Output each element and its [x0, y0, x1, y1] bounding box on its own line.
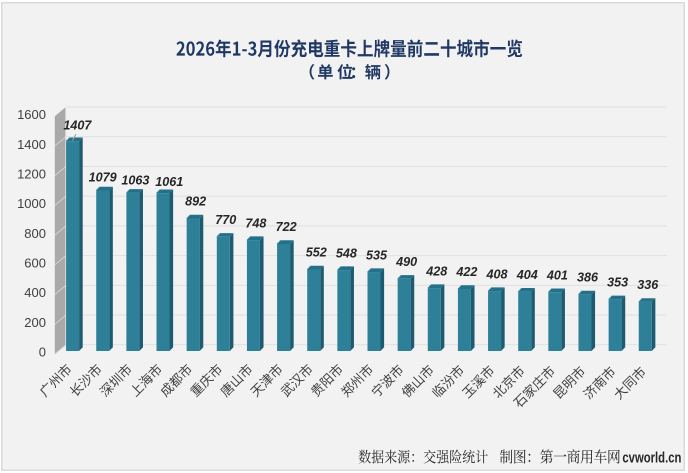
- svg-text:722: 722: [276, 220, 297, 234]
- svg-text:1000: 1000: [17, 196, 46, 211]
- svg-text:600: 600: [24, 256, 46, 271]
- svg-text:428: 428: [425, 264, 447, 278]
- svg-text:770: 770: [215, 213, 236, 227]
- svg-text:748: 748: [245, 216, 266, 230]
- svg-text:401: 401: [546, 268, 568, 282]
- svg-text:200: 200: [24, 315, 46, 330]
- svg-text:1600: 1600: [17, 107, 46, 122]
- svg-text:400: 400: [24, 285, 46, 300]
- svg-text:1400: 1400: [17, 137, 46, 152]
- svg-text:1200: 1200: [17, 167, 46, 182]
- svg-text:386: 386: [577, 271, 599, 285]
- svg-text:1079: 1079: [89, 170, 117, 184]
- svg-text:408: 408: [486, 267, 508, 281]
- svg-text:892: 892: [185, 195, 206, 209]
- svg-text:552: 552: [306, 246, 327, 260]
- svg-text:1061: 1061: [155, 175, 183, 189]
- svg-text:1063: 1063: [121, 173, 149, 187]
- svg-text:800: 800: [24, 226, 46, 241]
- svg-text:1407: 1407: [63, 118, 92, 132]
- svg-text:490: 490: [395, 255, 417, 269]
- svg-text:548: 548: [336, 246, 357, 260]
- svg-text:422: 422: [455, 265, 477, 279]
- svg-text:535: 535: [366, 248, 388, 262]
- svg-text:336: 336: [637, 278, 659, 292]
- svg-text:404: 404: [516, 268, 538, 282]
- svg-text:cvworld.cn: cvworld.cn: [622, 450, 681, 466]
- svg-text:0: 0: [39, 345, 46, 360]
- svg-text:353: 353: [607, 276, 628, 290]
